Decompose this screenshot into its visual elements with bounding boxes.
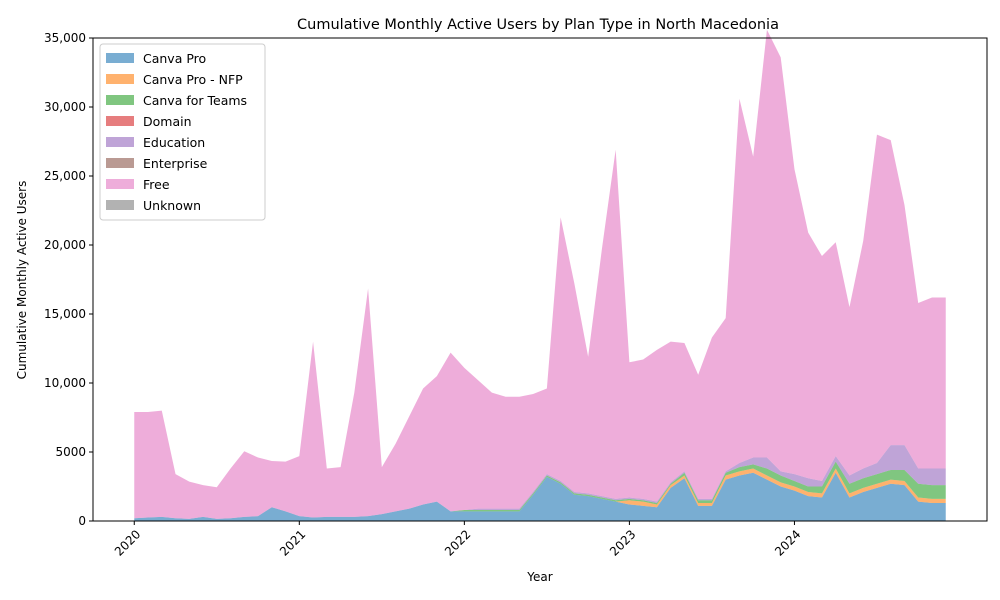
legend-swatch — [106, 95, 134, 105]
area-free — [134, 29, 946, 519]
y-axis: 0 5000 10,000 15,000 20,000 25,000 30,000 35,00… — [44, 31, 93, 528]
y-tick-label: 15,000 — [44, 307, 86, 321]
legend-label: Canva for Teams — [143, 93, 247, 108]
legend-swatch — [106, 74, 134, 84]
area-education — [134, 445, 946, 519]
y-tick-label: 35,000 — [44, 31, 86, 45]
y-tick-label: 30,000 — [44, 100, 86, 114]
legend-swatch — [106, 200, 134, 210]
y-tick-label: 5000 — [55, 445, 86, 459]
legend-swatch — [106, 53, 134, 63]
plot-frame — [92, 37, 988, 522]
legend-label: Canva Pro - NFP — [143, 72, 243, 87]
x-axis: 2020 2021 2022 2023 2024 — [112, 521, 804, 559]
legend-swatch — [106, 116, 134, 126]
legend-label: Free — [143, 177, 170, 192]
x-tick-label: 2020 — [112, 527, 143, 558]
legend-swatch — [106, 158, 134, 168]
x-axis-title: Year — [526, 570, 552, 584]
legend-swatch — [106, 179, 134, 189]
legend-label: Domain — [143, 114, 192, 129]
y-axis-title: Cumulative Monthly Active Users — [15, 181, 29, 380]
legend: Canva Pro Canva Pro - NFP Canva for Teams D… — [99, 43, 266, 221]
area-canva-pro — [134, 472, 946, 521]
y-tick-label: 25,000 — [44, 169, 86, 183]
y-tick-label: 10,000 — [44, 376, 86, 390]
legend-label: Education — [143, 135, 205, 150]
y-tick-label: 0 — [78, 514, 86, 528]
plot-areas — [134, 29, 946, 521]
x-tick-label: 2024 — [772, 527, 803, 558]
x-tick-label: 2022 — [442, 527, 473, 558]
chart-title: Cumulative Monthly Active Users by Plan … — [297, 17, 779, 33]
y-tick-label: 20,000 — [44, 238, 86, 252]
legend-swatch — [106, 137, 134, 147]
legend-label: Enterprise — [143, 156, 208, 171]
legend-label: Canva Pro — [143, 51, 206, 66]
legend-label: Unknown — [143, 198, 201, 213]
x-tick-label: 2023 — [607, 527, 638, 558]
x-tick-label: 2021 — [277, 527, 308, 558]
legend-box — [99, 43, 266, 221]
